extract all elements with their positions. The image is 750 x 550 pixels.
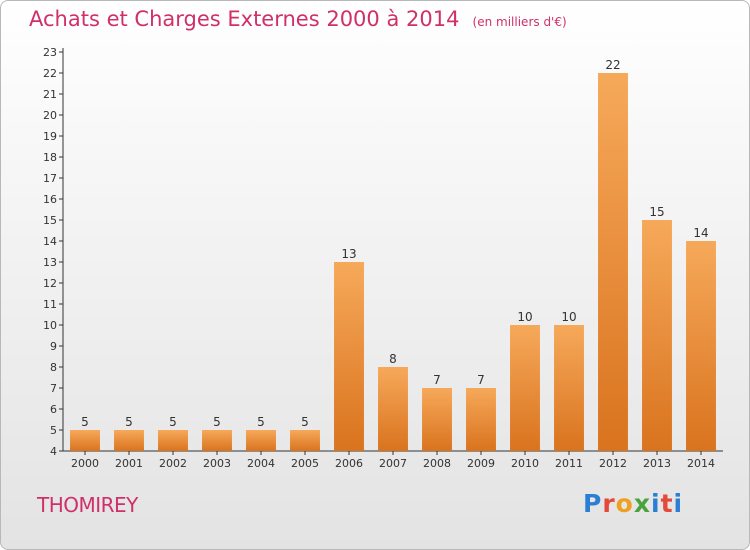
bar bbox=[334, 262, 364, 451]
data-label: 7 bbox=[477, 373, 485, 387]
x-tick-label: 2011 bbox=[555, 457, 583, 470]
y-axis: 4 5 6 7 8 9 10 11 12 13 14 15 16 17 18 19 20 21 22 23 bbox=[43, 46, 64, 458]
data-label: 8 bbox=[389, 352, 397, 366]
y-tick-label: 20 bbox=[43, 109, 57, 122]
x-tick-label: 2005 bbox=[291, 457, 319, 470]
bar bbox=[114, 430, 144, 451]
y-tick-label: 7 bbox=[50, 382, 57, 395]
data-label: 5 bbox=[213, 415, 221, 429]
data-label: 10 bbox=[517, 310, 532, 324]
proxiti-logo[interactable]: Proxiti bbox=[583, 489, 683, 518]
data-labels: 5 5 5 5 5 5 13 8 7 7 10 10 22 15 14 bbox=[81, 58, 708, 429]
bar bbox=[70, 430, 100, 451]
logo-letter: i bbox=[673, 489, 684, 518]
data-label: 15 bbox=[649, 205, 664, 219]
y-tick-label: 14 bbox=[43, 235, 57, 248]
bar bbox=[598, 73, 628, 451]
bar bbox=[642, 220, 672, 451]
data-label: 5 bbox=[257, 415, 265, 429]
data-label: 22 bbox=[605, 58, 620, 72]
bar bbox=[554, 325, 584, 451]
x-tick-label: 2000 bbox=[71, 457, 99, 470]
x-tick-label: 2012 bbox=[599, 457, 627, 470]
x-tick-label: 2009 bbox=[467, 457, 495, 470]
data-label: 10 bbox=[561, 310, 576, 324]
logo-letter: x bbox=[633, 489, 651, 518]
y-tick-label: 6 bbox=[50, 403, 57, 416]
logo-letter: r bbox=[602, 489, 616, 518]
logo-letter: P bbox=[583, 489, 603, 518]
data-label: 14 bbox=[693, 226, 708, 240]
chart-subtitle: (en milliers d'€) bbox=[472, 15, 567, 29]
bar bbox=[202, 430, 232, 451]
x-tick-label: 2001 bbox=[115, 457, 143, 470]
data-label: 5 bbox=[169, 415, 177, 429]
y-tick-label: 19 bbox=[43, 130, 57, 143]
x-tick-label: 2002 bbox=[159, 457, 187, 470]
bar bbox=[290, 430, 320, 451]
y-tick-label: 5 bbox=[50, 424, 57, 437]
y-tick-label: 10 bbox=[43, 319, 57, 332]
bar bbox=[158, 430, 188, 451]
x-tick-label: 2014 bbox=[687, 457, 715, 470]
y-tick-label: 8 bbox=[50, 361, 57, 374]
chart-title: Achats et Charges Externes 2000 à 2014 bbox=[29, 7, 460, 31]
y-tick-label: 23 bbox=[43, 46, 57, 59]
place-name: THOMIREY bbox=[37, 493, 138, 517]
y-tick-label: 11 bbox=[43, 298, 57, 311]
x-axis: 2000 2001 2002 2003 2004 2005 2006 2007 2008 2009… bbox=[63, 450, 723, 470]
x-tick-label: 2003 bbox=[203, 457, 231, 470]
y-tick-label: 12 bbox=[43, 277, 57, 290]
y-tick-label: 4 bbox=[50, 445, 57, 458]
y-tick-label: 22 bbox=[43, 67, 57, 80]
bars bbox=[70, 73, 716, 451]
bar bbox=[466, 388, 496, 451]
bar bbox=[422, 388, 452, 451]
y-tick-label: 17 bbox=[43, 172, 57, 185]
x-tick-label: 2007 bbox=[379, 457, 407, 470]
logo-letter: o bbox=[615, 489, 634, 518]
data-label: 5 bbox=[125, 415, 133, 429]
x-tick-label: 2004 bbox=[247, 457, 275, 470]
bar bbox=[510, 325, 540, 451]
logo-letter: t bbox=[660, 489, 674, 518]
y-tick-label: 13 bbox=[43, 256, 57, 269]
data-label: 7 bbox=[433, 373, 441, 387]
title-row: Achats et Charges Externes 2000 à 2014 (… bbox=[29, 7, 567, 31]
y-tick-label: 21 bbox=[43, 88, 57, 101]
bar bbox=[246, 430, 276, 451]
x-tick-label: 2010 bbox=[511, 457, 539, 470]
data-label: 5 bbox=[301, 415, 309, 429]
y-tick-label: 15 bbox=[43, 214, 57, 227]
y-tick-label: 16 bbox=[43, 193, 57, 206]
y-tick-label: 9 bbox=[50, 340, 57, 353]
logo-letter: i bbox=[651, 489, 661, 518]
data-label: 5 bbox=[81, 415, 89, 429]
bar bbox=[686, 241, 716, 451]
x-tick-label: 2013 bbox=[643, 457, 671, 470]
x-tick-label: 2008 bbox=[423, 457, 451, 470]
bar bbox=[378, 367, 408, 451]
data-label: 13 bbox=[341, 247, 356, 261]
y-tick-label: 18 bbox=[43, 151, 57, 164]
x-tick-label: 2006 bbox=[335, 457, 363, 470]
